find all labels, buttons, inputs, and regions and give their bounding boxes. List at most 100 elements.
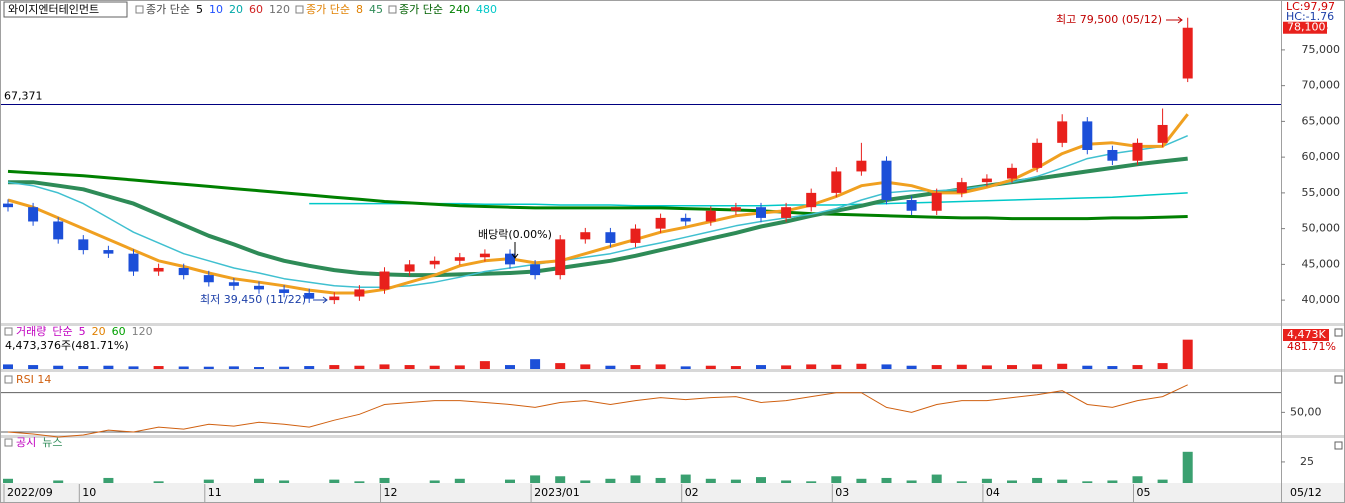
bar: [429, 480, 440, 483]
legend-label: 240: [449, 3, 470, 16]
candle-body: [28, 207, 39, 222]
bar: [429, 365, 440, 369]
bar: [1107, 366, 1118, 369]
bar: [630, 365, 641, 369]
moving-average-line: [7, 113, 1189, 295]
bar: [881, 477, 892, 483]
legend-box: [295, 5, 304, 14]
bar: [103, 365, 114, 369]
bar: [228, 366, 239, 369]
legend-label: 종가 단순: [306, 3, 350, 16]
x-tick-label: 12: [384, 486, 398, 499]
dividend-annotation: 배당락(0.00%): [478, 228, 552, 241]
panel-icon: [4, 375, 13, 384]
legend-label: 5: [79, 325, 86, 338]
bar: [454, 365, 465, 369]
candle-body: [680, 217, 691, 222]
bar: [128, 366, 139, 369]
bar: [1132, 476, 1143, 483]
x-tick-label: 10: [82, 486, 96, 499]
bar: [203, 479, 214, 483]
bar: [705, 478, 716, 483]
bar: [530, 359, 541, 369]
bar: [53, 480, 64, 483]
panel-icon: [4, 438, 13, 447]
legend-label: 단순: [52, 325, 72, 338]
candle-body: [555, 239, 566, 276]
candle-body: [1032, 142, 1043, 168]
legend-label: 종가 단순: [399, 3, 443, 16]
bar: [1007, 365, 1017, 369]
bar: [354, 365, 365, 369]
candle-body: [279, 289, 290, 293]
annotation-arrow: [511, 242, 519, 259]
bar: [279, 480, 290, 483]
candle-body: [354, 289, 365, 297]
bar: [931, 474, 942, 483]
legend-label: 20: [92, 325, 106, 338]
x-tick-label: 11: [208, 486, 222, 499]
bar: [605, 365, 616, 369]
bar: [329, 479, 340, 483]
bar: [379, 477, 390, 483]
candle-body: [881, 160, 892, 201]
title-box[interactable]: [3, 1, 128, 18]
candle-body: [806, 192, 817, 208]
bar: [881, 364, 892, 369]
y-tick-label: 50,000: [1302, 222, 1341, 235]
bar: [856, 363, 867, 369]
y-tick-label: 75,000: [1302, 43, 1341, 56]
last-price-box: [1283, 21, 1327, 34]
bar: [981, 365, 992, 369]
bar: [580, 364, 591, 369]
moving-average-line: [309, 192, 1188, 207]
bar: [831, 364, 842, 369]
candle-body: [103, 250, 114, 254]
bar: [730, 479, 741, 483]
bar: [605, 478, 616, 483]
close-button[interactable]: [1334, 441, 1343, 450]
close-button[interactable]: [1334, 328, 1343, 337]
bar: [680, 366, 691, 369]
candle-body: [981, 178, 992, 183]
low-annotation: 최저 39,450 (11/22): [200, 293, 306, 306]
x-tick-label: 2022/09: [7, 486, 53, 499]
candle-body: [1107, 149, 1118, 161]
annotation-arrow: [1166, 16, 1183, 24]
legend-label: 20: [229, 3, 243, 16]
bar: [555, 476, 566, 483]
side-label: HC:-1.76: [1286, 10, 1334, 23]
bar: [906, 365, 917, 369]
panel-icon: [4, 327, 13, 336]
bar: [1057, 479, 1068, 483]
candle-body: [756, 207, 766, 218]
bar: [379, 364, 390, 369]
side-label: LC:97,97: [1286, 0, 1335, 13]
legend-label: 종가 단순: [146, 3, 190, 16]
legend-label: 5: [196, 3, 203, 16]
bar: [1132, 365, 1143, 369]
bar: [3, 364, 13, 369]
bar: [981, 478, 992, 483]
bar: [756, 477, 766, 483]
candle-body: [1182, 27, 1193, 79]
bar: [1157, 363, 1168, 369]
candle-body: [254, 285, 264, 290]
y-tick-label: 25: [1300, 455, 1314, 468]
bar: [1082, 481, 1093, 483]
bar: [479, 361, 490, 369]
last-volume-box: [1283, 329, 1329, 341]
candle-body: [530, 264, 541, 276]
legend-label: 45: [369, 3, 383, 16]
bar: [555, 363, 566, 369]
high-annotation: 최고 79,500 (05/12): [1056, 13, 1162, 26]
close-button[interactable]: [1334, 375, 1343, 384]
side-label: 4,473K: [1287, 328, 1326, 341]
candle-body: [906, 200, 917, 211]
bar: [1182, 339, 1193, 369]
bar: [781, 480, 792, 483]
bar: [856, 478, 867, 483]
panel-title: RSI 14: [16, 373, 51, 386]
bar: [53, 365, 64, 369]
candle-body: [78, 239, 89, 251]
